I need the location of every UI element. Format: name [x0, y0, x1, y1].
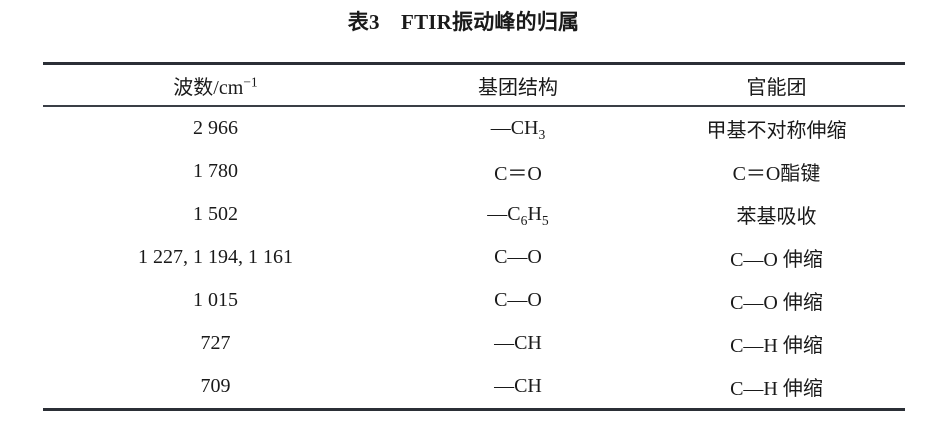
cell-group: C—O — [388, 236, 648, 279]
cell-group-base: —CH — [494, 375, 542, 397]
ftir-assignment-table-body: 2 966 —CH3 甲基不对称伸缩 1 780 C＝O C＝O酯键 1 502… — [43, 107, 905, 408]
cell-wavenumber: 727 — [200, 332, 231, 354]
table-container: 波数/cm−1 基团结构 官能团 2 966 —CH3 甲基不对称伸缩 1 — [43, 62, 905, 411]
cell-wavenumber: 1 015 — [193, 289, 238, 311]
column-header-wavenumber-base: 波数/cm — [173, 76, 244, 99]
cell-wavenumber: 1 780 — [193, 160, 238, 182]
cell-group-mid: H — [527, 203, 542, 225]
cell-function: C＝O酯键 — [732, 163, 821, 185]
ftir-assignment-table: 波数/cm−1 基团结构 官能团 — [43, 65, 905, 105]
cell-function: 甲基不对称伸缩 — [706, 120, 847, 142]
cell-group-base: —CH — [494, 332, 542, 354]
table-row: 2 966 —CH3 甲基不对称伸缩 — [43, 107, 905, 150]
table-row: 1 502 —C6H5 苯基吸收 — [43, 193, 905, 236]
cell-group: —CH3 — [388, 107, 648, 150]
cell-function: C—O 伸缩 — [730, 292, 823, 314]
cell-group-base: —C — [487, 203, 521, 225]
cell-function: C—O 伸缩 — [730, 249, 823, 271]
cell-function: 苯基吸收 — [736, 206, 817, 228]
cell-group: —C6H5 — [388, 193, 648, 236]
header-row: 波数/cm−1 基团结构 官能团 — [43, 65, 905, 105]
table-header: 波数/cm−1 基团结构 官能团 — [43, 65, 905, 105]
cell-group-subscript: 6 — [520, 213, 528, 228]
table-row: 1 780 C＝O C＝O酯键 — [43, 150, 905, 193]
cell-group: C—O — [388, 279, 648, 322]
cell-wavenumber: 1 502 — [193, 203, 238, 225]
cell-group-base: —CH — [490, 117, 539, 139]
column-header-group: 基团结构 — [478, 76, 558, 99]
column-header-wavenumber-exponent: −1 — [243, 73, 258, 89]
cell-wavenumber: 2 966 — [193, 117, 238, 139]
cell-group: C＝O — [388, 150, 648, 193]
cell-group-base: C—O — [494, 289, 542, 311]
cell-function: C—H 伸缩 — [730, 378, 823, 400]
table-body: 2 966 —CH3 甲基不对称伸缩 1 780 C＝O C＝O酯键 1 502… — [43, 107, 905, 408]
table-row: 727 —CH C—H 伸缩 — [43, 322, 905, 365]
table-caption: 表3 FTIR振动峰的归属 — [347, 10, 580, 34]
cell-group: —CH — [388, 365, 648, 408]
cell-wavenumber: 709 — [200, 375, 231, 397]
cell-wavenumber: 1 227, 1 194, 1 161 — [138, 246, 293, 268]
column-header-function: 官能团 — [746, 76, 807, 99]
table-row: 1 015 C—O C—O 伸缩 — [43, 279, 905, 322]
table-row: 709 —CH C—H 伸缩 — [43, 365, 905, 408]
table-header-rule — [43, 105, 905, 107]
table-bottom-rule — [43, 408, 905, 411]
cell-group-subscript-2: 5 — [541, 213, 549, 228]
cell-group-base: C＝O — [494, 163, 542, 185]
table-top-rule — [43, 62, 905, 65]
column-header-wavenumber: 波数/cm−1 — [43, 65, 388, 105]
cell-function: C—H 伸缩 — [730, 335, 823, 357]
table-row: 1 227, 1 194, 1 161 C—O C—O 伸缩 — [43, 236, 905, 279]
cell-group-base: C—O — [494, 246, 542, 268]
cell-group-subscript: 3 — [538, 127, 546, 142]
cell-group: —CH — [388, 322, 648, 365]
